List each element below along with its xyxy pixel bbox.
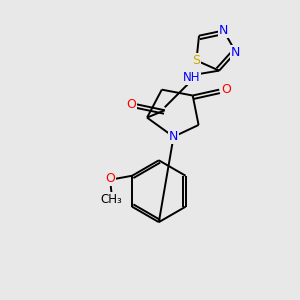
Text: CH₃: CH₃ (100, 193, 122, 206)
Text: N: N (219, 24, 228, 37)
Text: N: N (169, 130, 178, 143)
Text: O: O (105, 172, 115, 185)
Text: O: O (127, 98, 136, 111)
Text: S: S (192, 54, 200, 67)
Text: O: O (222, 83, 232, 96)
Text: N: N (231, 46, 241, 59)
Text: NH: NH (182, 71, 200, 84)
